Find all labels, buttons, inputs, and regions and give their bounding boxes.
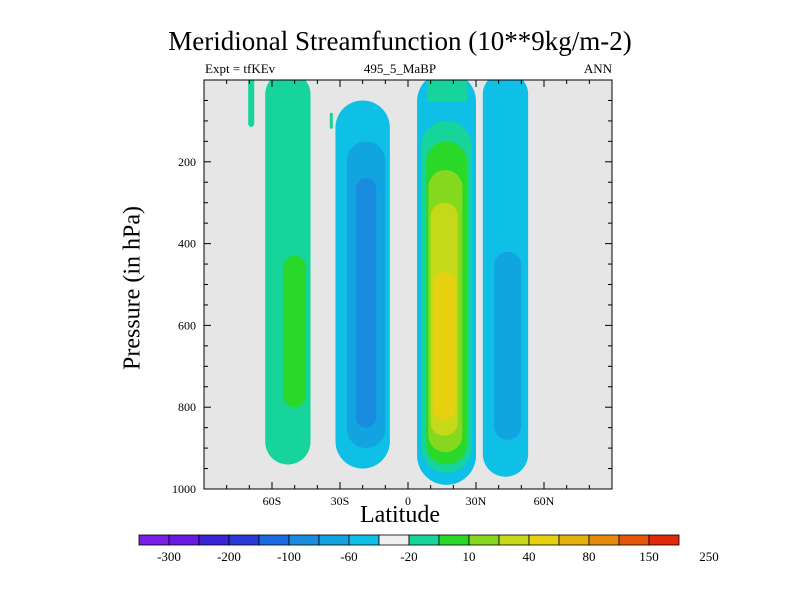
y-tick-label-800: 800 [178,400,196,414]
colorbar-box-6 [288,534,320,546]
southern-positive-cell-band-2 [283,255,306,408]
tropical-positive-cell-band-6 [432,272,456,420]
x-tick-label-30N: 30N [466,494,487,508]
colorbar-box-2 [168,534,200,546]
x-axis-label: Latitude [360,502,440,528]
northern-negative-cell-band-2 [494,251,522,440]
x-tick-label-60S: 60S [263,494,282,508]
tropical-top-band [427,80,467,102]
colorbar-box-12 [468,534,500,546]
colorbar-box-17 [618,534,650,546]
colorbar-label-7: 40 [523,549,536,564]
colorbar-box-16 [588,534,620,546]
colorbar-box-15 [558,534,590,546]
colorbar-box-13 [498,534,530,546]
small-fragment [329,112,333,129]
colorbar-label-5: -20 [400,549,417,564]
colorbar-box-11 [438,534,470,546]
y-tick-label-600: 600 [178,318,196,332]
colorbar-box-4 [228,534,260,546]
colorbar-box-3 [198,534,230,546]
colorbar-label-1: -300 [157,549,181,564]
colorbar-box-14 [528,534,560,546]
colorbar-box-18 [648,534,680,546]
chart-title: Meridional Streamfunction (10**9kg/m-2) [168,26,632,56]
colorbar-box-1 [138,534,170,546]
colorbar-label-6: 10 [463,549,476,564]
x-tick-label-30S: 30S [331,494,350,508]
case-label: 495_5_MaBP [363,61,437,76]
colorbar-box-9 [378,534,410,546]
colorbar-box-7 [318,534,350,546]
x-tick-label-60N: 60N [534,494,555,508]
high-latitude-fragment [248,80,255,127]
colorbar-label-9: 150 [639,549,659,564]
colorbar-box-8 [348,534,380,546]
colorbar-label-3: -100 [277,549,301,564]
colorbar-label-10: 250 [699,549,719,564]
season-label: ANN [583,61,612,76]
colorbar-box-5 [258,534,290,546]
y-tick-label-1000: 1000 [172,482,196,496]
experiment-label: Expt = tfKEv [205,61,276,76]
southern-negative-cell-band-3 [355,178,377,428]
y-tick-label-200: 200 [178,155,196,169]
colorbar-label-2: -200 [217,549,241,564]
x-tick-label-0: 0 [405,494,411,508]
y-tick-label-400: 400 [178,237,196,251]
colorbar-box-10 [408,534,440,546]
colorbar-label-8: 80 [583,549,596,564]
colorbar-label-4: -60 [340,549,357,564]
